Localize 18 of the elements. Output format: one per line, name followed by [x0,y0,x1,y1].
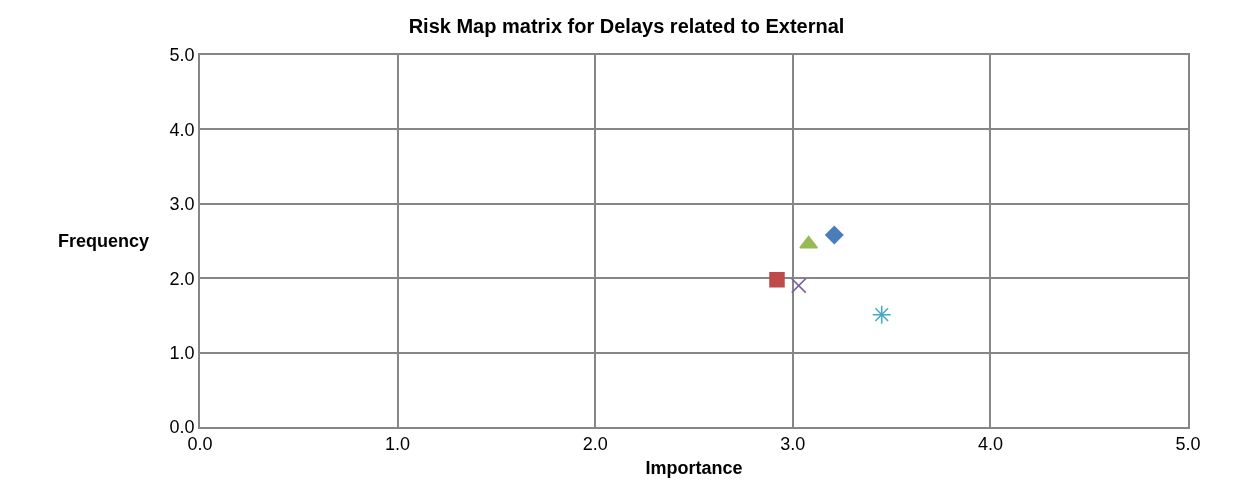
y-tick-label: 4.0 [169,119,195,140]
x-tick-label: 3.0 [780,434,806,455]
point [799,235,819,249]
y-axis-title: Frequency [58,231,150,251]
y-tick-label: 5.0 [169,45,195,66]
chart-title: Risk Map matrix for Delays related to External [408,15,845,38]
y-tick-label: 3.0 [169,194,195,215]
x-tick-label: 1.0 [385,434,411,455]
point [871,304,892,325]
x-tick-label: 4.0 [977,434,1003,455]
point [790,277,807,294]
point [769,271,785,288]
x-tick-label: 2.0 [582,434,608,455]
y-tick-label: 1.0 [169,342,195,363]
x-axis-title: Importance [645,457,743,478]
y-tick-label: 2.0 [169,268,195,289]
point [825,225,844,245]
x-tick-label: 5.0 [1175,434,1201,455]
